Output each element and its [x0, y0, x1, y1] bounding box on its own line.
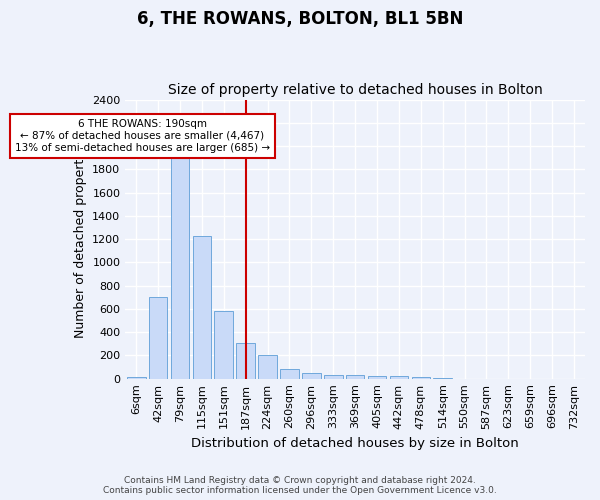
- Text: 6, THE ROWANS, BOLTON, BL1 5BN: 6, THE ROWANS, BOLTON, BL1 5BN: [137, 10, 463, 28]
- Bar: [412, 376, 430, 378]
- Bar: [214, 311, 233, 378]
- Bar: [346, 375, 364, 378]
- Title: Size of property relative to detached houses in Bolton: Size of property relative to detached ho…: [168, 83, 542, 97]
- Bar: [258, 356, 277, 378]
- Text: 6 THE ROWANS: 190sqm
← 87% of detached houses are smaller (4,467)
13% of semi-de: 6 THE ROWANS: 190sqm ← 87% of detached h…: [15, 120, 270, 152]
- Bar: [149, 298, 167, 378]
- X-axis label: Distribution of detached houses by size in Bolton: Distribution of detached houses by size …: [191, 437, 519, 450]
- Bar: [236, 343, 255, 378]
- Bar: [193, 236, 211, 378]
- Bar: [127, 377, 146, 378]
- Bar: [171, 152, 190, 378]
- Bar: [324, 374, 343, 378]
- Bar: [389, 376, 408, 378]
- Bar: [280, 370, 299, 378]
- Text: Contains HM Land Registry data © Crown copyright and database right 2024.
Contai: Contains HM Land Registry data © Crown c…: [103, 476, 497, 495]
- Bar: [368, 376, 386, 378]
- Bar: [302, 374, 320, 378]
- Y-axis label: Number of detached properties: Number of detached properties: [74, 140, 86, 338]
